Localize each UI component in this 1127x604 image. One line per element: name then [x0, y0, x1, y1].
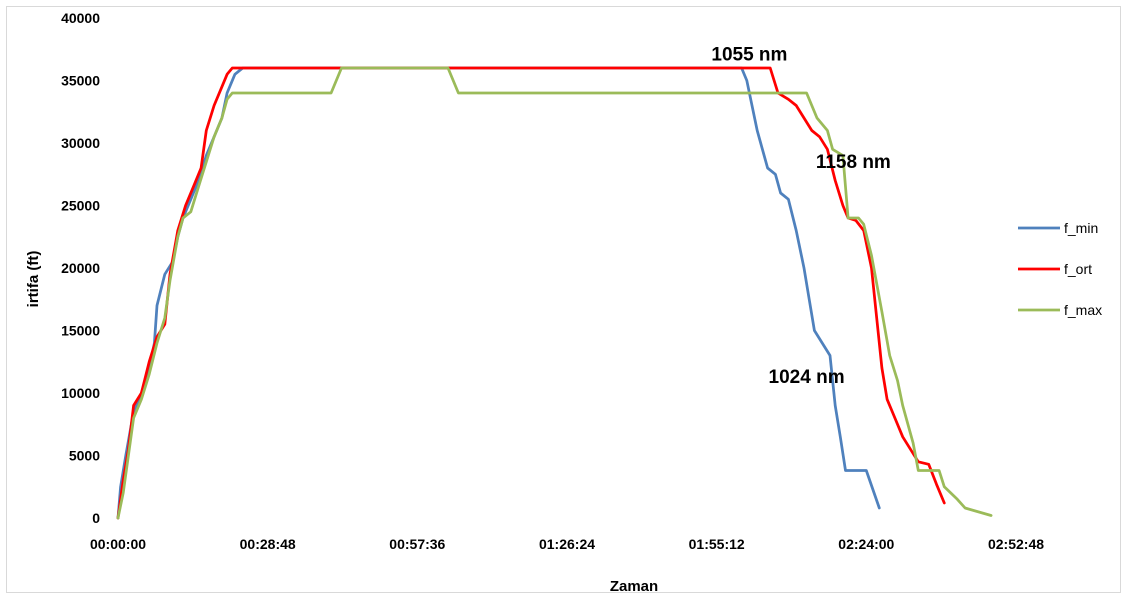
- annotation-label: 1024 nm: [769, 367, 845, 388]
- x-tick-label: 02:52:48: [988, 536, 1044, 552]
- y-tick-label: 25000: [61, 198, 100, 214]
- series-line-f-min: [116, 66, 881, 520]
- legend-label: f_max: [1064, 302, 1102, 318]
- x-tick-label: 00:28:48: [240, 536, 296, 552]
- legend-label: f_min: [1064, 220, 1098, 236]
- series-layer: [116, 66, 993, 520]
- y-axis-title: irtifa (ft): [25, 251, 42, 308]
- y-tick-label: 0: [92, 510, 100, 526]
- annotations: 1055 nm 1158 nm 1024 nm: [711, 45, 890, 389]
- annotation-label: 1055 nm: [711, 45, 787, 66]
- x-tick-label: 00:57:36: [389, 536, 445, 552]
- x-tick-label: 02:24:00: [838, 536, 894, 552]
- x-axis-ticks: 00:00:00 00:28:48 00:57:36 01:26:24 01:55:12…: [90, 536, 1044, 552]
- x-tick-label: 01:26:24: [539, 536, 595, 552]
- legend-label: f_ort: [1064, 261, 1092, 277]
- x-tick-label: 00:00:00: [90, 536, 146, 552]
- legend: f_min f_ort f_max: [1018, 220, 1102, 318]
- annotation-label: 1158 nm: [816, 152, 891, 173]
- y-tick-label: 40000: [61, 10, 100, 26]
- plot-frame: [6, 6, 1121, 593]
- series-line-f-max: [116, 66, 993, 520]
- x-axis-title: Zaman: [610, 578, 658, 595]
- y-axis-ticks: 0 5000 10000 15000 20000 25000 30000 35000 40000: [61, 10, 100, 526]
- y-tick-label: 5000: [69, 448, 100, 464]
- y-tick-label: 10000: [61, 385, 100, 401]
- y-tick-label: 20000: [61, 260, 100, 276]
- x-tick-label: 01:55:12: [689, 536, 745, 552]
- y-tick-label: 35000: [61, 73, 100, 89]
- y-tick-label: 30000: [61, 135, 100, 151]
- y-tick-label: 15000: [61, 323, 100, 339]
